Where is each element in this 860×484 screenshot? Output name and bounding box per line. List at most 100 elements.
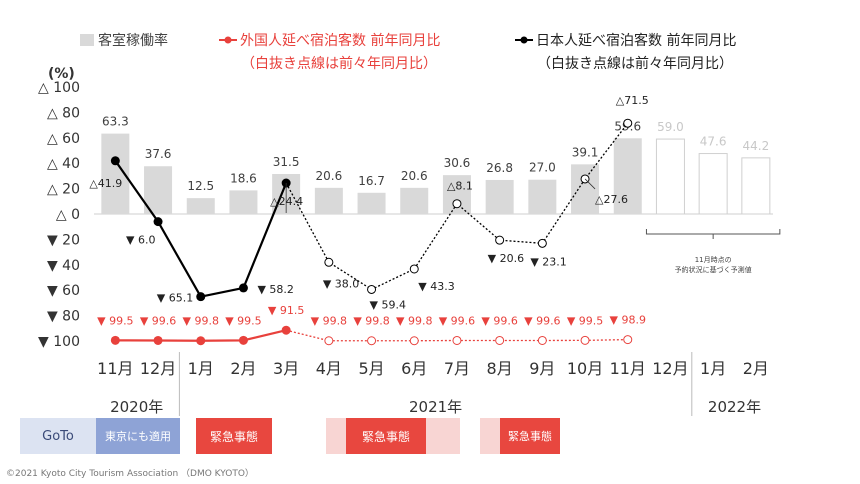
- japanese-dotted-label: △8.1: [447, 180, 473, 193]
- japanese-solid-marker: [196, 292, 206, 302]
- japanese-dotted-label: ▼ 20.6: [488, 252, 524, 265]
- japanese-solid-marker: [153, 217, 163, 227]
- japanese-dotted-marker: [495, 235, 505, 245]
- foreign-dotted-label: ▼ 99.8: [396, 315, 432, 328]
- y-tick-label: △ 60: [47, 131, 80, 147]
- foreign-dotted-marker: [452, 335, 462, 345]
- foreign-solid-marker: [238, 335, 248, 345]
- y-unit-label: (%): [48, 66, 75, 82]
- foreign-dotted-label: ▼ 99.5: [567, 314, 603, 327]
- year-label-2021: 2021年: [409, 398, 462, 416]
- x-tick-label: 5月: [358, 359, 384, 378]
- occupancy-bar: [613, 138, 642, 214]
- y-tick-label: △ 0: [56, 207, 80, 223]
- foreign-dotted-label: ▼ 99.6: [524, 314, 560, 327]
- occupancy-bar-label: 37.6: [145, 147, 172, 161]
- legend-japanese-note: （白抜き点線は前々年同月比）: [537, 55, 733, 72]
- foreign-dotted-marker: [623, 335, 633, 345]
- japanese-dotted-marker: [367, 284, 377, 294]
- legend-occupancy-swatch: [80, 34, 94, 46]
- tokyo-period-box: 東京にも適用: [96, 418, 180, 454]
- occupancy-bar-label: 47.6: [700, 135, 727, 149]
- x-tick-label: 12月: [652, 359, 688, 378]
- occupancy-bar-label: 63.3: [102, 115, 129, 129]
- x-tick-label: 11月: [610, 359, 646, 378]
- foreign-dotted-marker: [495, 335, 505, 345]
- occupancy-bar-label: 59.0: [657, 120, 684, 134]
- occupancy-bar-label: 30.6: [444, 156, 471, 170]
- foreign-solid-label: ▼ 99.5: [225, 314, 261, 327]
- emergency-label-3: 緊急事態: [508, 430, 552, 443]
- goto-period-box: GoTo: [20, 418, 96, 454]
- foreign-solid-label: ▼ 99.5: [97, 314, 133, 327]
- occupancy-bar-label: 20.6: [315, 169, 342, 183]
- legend-foreign-label: 外国人延べ宿泊客数 前年同月比: [240, 32, 440, 49]
- foreign-dotted-label: ▼ 99.8: [311, 315, 347, 328]
- tokyo-label: 東京にも適用: [105, 430, 171, 443]
- legend-foreign-note: （白抜き点線は前々年同月比）: [241, 55, 437, 72]
- foreign-solid-label: ▼ 99.6: [140, 314, 176, 327]
- x-tick-label: 7月: [444, 359, 470, 378]
- foreign-solid-marker: [281, 325, 291, 335]
- japanese-solid-marker: [110, 156, 120, 166]
- foreign-dotted-marker: [537, 335, 547, 345]
- y-tick-label: ▼ 40: [47, 258, 80, 274]
- occupancy-bar: [571, 164, 600, 214]
- occupancy-bar: [528, 179, 557, 214]
- foreign-dotted-label: ▼ 99.8: [353, 315, 389, 328]
- emergency-label-2: 緊急事態: [361, 429, 410, 444]
- occupancy-bar: [741, 157, 771, 215]
- foreign-dotted-marker: [580, 335, 590, 345]
- japanese-solid-label: ▼ 6.0: [126, 234, 155, 247]
- japanese-dotted-marker: [324, 257, 334, 267]
- emergency-label-1: 緊急事態: [209, 429, 258, 444]
- x-tick-label: 12月: [140, 359, 176, 378]
- goto-label: GoTo: [42, 428, 74, 444]
- x-tick-label: 3月: [273, 359, 299, 378]
- foreign-solid-label: ▼ 99.8: [183, 315, 219, 328]
- japanese-solid-label: ▼ 65.1: [157, 292, 193, 305]
- occupancy-bar-label: 39.1: [572, 145, 599, 159]
- x-tick-label: 11月: [97, 359, 133, 378]
- japanese-dotted-label: ▼ 43.3: [418, 280, 454, 293]
- japanese-dotted-label: ▼ 38.0: [323, 277, 359, 290]
- y-tick-label: ▼ 60: [47, 283, 80, 299]
- foreign-dotted-label: ▼ 99.6: [439, 314, 475, 327]
- japanese-dotted-label: ▼ 23.1: [530, 255, 566, 268]
- foreign-solid-marker: [153, 335, 163, 345]
- x-tick-label: 2月: [743, 359, 769, 378]
- occupancy-bar: [655, 138, 685, 215]
- x-tick-label: 6月: [401, 359, 427, 378]
- foreign-solid-marker: [196, 336, 206, 346]
- y-tick-label: △ 20: [47, 182, 80, 198]
- legend-occupancy-label: 客室稼働率: [98, 32, 168, 49]
- occupancy-bar-label: 26.8: [486, 161, 513, 175]
- foreign-dotted-marker: [324, 336, 334, 346]
- x-tick-label: 10月: [567, 359, 603, 378]
- x-tick-label: 2月: [230, 359, 256, 378]
- forecast-note-line1: 11月時点の: [695, 256, 732, 264]
- japanese-dotted-label: ▼ 59.4: [370, 298, 406, 311]
- legend-japanese-marker: [520, 36, 528, 44]
- forecast-note-line2: 予約状況に基づく予測値: [675, 265, 752, 274]
- y-tick-label: ▼ 20: [47, 232, 80, 248]
- japanese-dotted-marker: [452, 199, 462, 209]
- occupancy-bar-label: 18.6: [230, 171, 257, 185]
- foreign-solid-marker: [110, 335, 120, 345]
- legend-japanese-label: 日本人延べ宿泊客数 前年同月比: [536, 32, 736, 49]
- japanese-solid-label: ▼ 58.2: [257, 283, 293, 296]
- legend-foreign-marker: [224, 36, 232, 44]
- y-tick-label: △ 100: [38, 80, 80, 96]
- occupancy-bar-label: 44.2: [742, 139, 769, 153]
- japanese-dotted-label: △27.6: [595, 193, 628, 206]
- forecast-bracket: [645, 229, 781, 239]
- y-tick-label: △ 80: [47, 105, 80, 121]
- x-tick-label: 1月: [700, 359, 726, 378]
- occupancy-bar: [314, 187, 343, 214]
- emergency-period-box-3: 緊急事態: [500, 418, 560, 454]
- occupancy-bar-label: 16.7: [358, 174, 385, 188]
- occupancy-bar: [229, 190, 258, 214]
- occupancy-bar: [485, 179, 514, 214]
- occupancy-bar: [400, 187, 429, 214]
